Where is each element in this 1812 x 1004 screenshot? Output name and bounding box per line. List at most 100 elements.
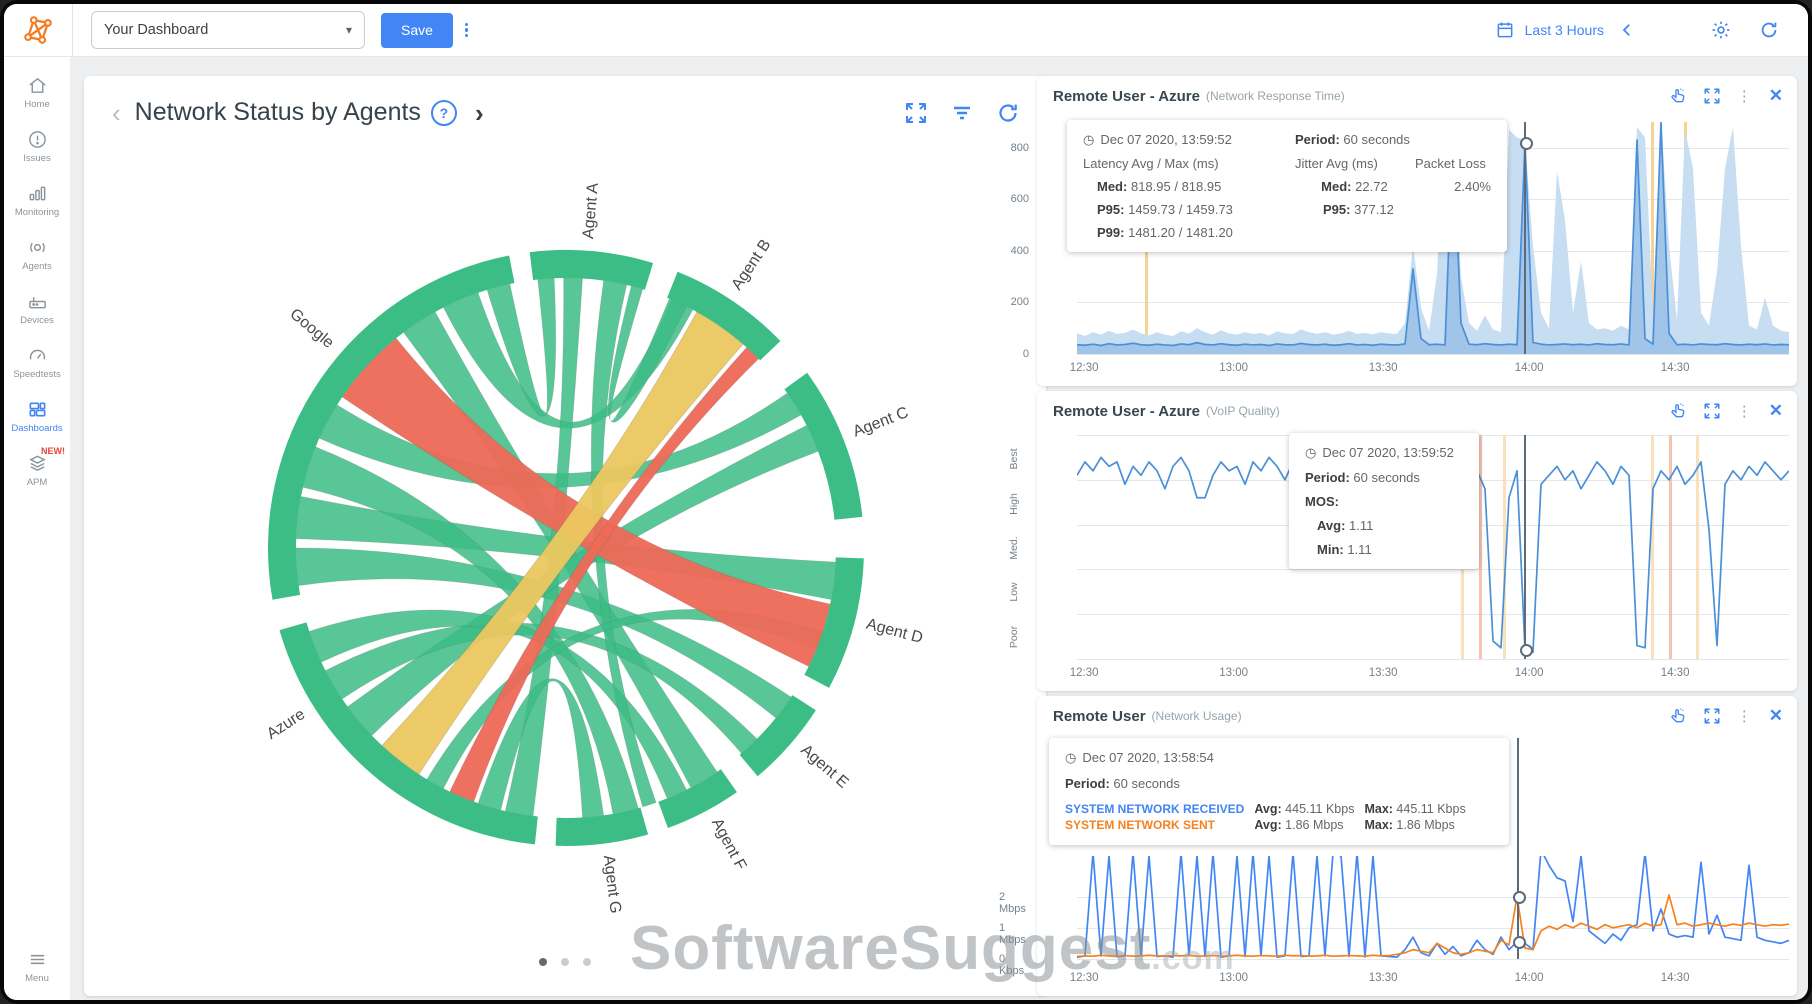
next-dashboard-chevron[interactable]: › <box>474 97 484 128</box>
y-tick-label: Low <box>1008 582 1020 603</box>
chart-cursor <box>1524 122 1527 354</box>
panel-title: Remote User - Azure <box>1053 87 1200 105</box>
panel-response-time: Remote User - Azure (Network Response Ti… <box>1011 76 1797 386</box>
expand-icon[interactable] <box>1703 402 1721 420</box>
expand-icon[interactable] <box>1703 707 1721 725</box>
fullscreen-icon[interactable] <box>904 101 928 125</box>
sidebar-item-issues[interactable]: Issues <box>7 123 67 170</box>
tooltip-series-row: SYSTEM NETWORK RECEIVED Avg: 445.11 Kbps… <box>1065 802 1466 816</box>
x-tick-label: 13:30 <box>1368 667 1398 679</box>
dashboard-select[interactable]: Your Dashboard ▾ <box>91 11 365 49</box>
layers-icon <box>28 455 46 471</box>
y-axis-usage: 2 Mbps 1 Mbps 0 Kbps <box>999 856 1033 977</box>
time-range-label[interactable]: Last 3 Hours <box>1524 22 1604 38</box>
calendar-icon[interactable] <box>1495 20 1515 40</box>
x-tick-label: 13:00 <box>1219 667 1249 679</box>
chord-ribbon[interactable] <box>449 346 760 803</box>
chart-cursor <box>1524 435 1527 659</box>
pager-dot-active[interactable] <box>539 958 547 966</box>
sidebar-item-speedtests[interactable]: Speedtests <box>7 339 67 386</box>
app-logo[interactable] <box>4 4 73 56</box>
help-icon[interactable]: ? <box>430 99 457 126</box>
voip-tooltip: ◷ Dec 07 2020, 13:59:52 Period: 60 second… <box>1289 433 1479 569</box>
page-title: Network Status by Agents <box>134 98 421 126</box>
y-tick-label: Poor <box>1008 625 1020 648</box>
chord-arc-agent-g[interactable] <box>555 807 649 846</box>
y-tick-label: 600 <box>1010 193 1029 206</box>
sidebar-item-apm[interactable]: NEW! APM <box>26 446 65 488</box>
network-usage-chart[interactable] <box>1077 738 1789 960</box>
y-tick-label: 400 <box>1010 244 1029 257</box>
chord-ribbon[interactable] <box>324 622 758 754</box>
chord-arc-agent-b[interactable] <box>667 271 781 361</box>
clock-icon: ◷ <box>1065 750 1077 765</box>
tooltip-series-row: SYSTEM NETWORK SENT Avg: 1.86 Mbps Max: … <box>1065 818 1455 832</box>
panel-kebab-icon[interactable]: ⋮ <box>1736 88 1753 105</box>
new-badge: NEW! <box>41 446 65 456</box>
content-area: ‹ Network Status by Agents ? › <box>70 57 1808 1000</box>
y-tick-label: 200 <box>1010 296 1029 309</box>
chord-arc-agent-f[interactable] <box>658 769 737 828</box>
event-marker-line <box>1669 435 1673 659</box>
chord-arc-agent-e[interactable] <box>739 695 816 777</box>
prev-dashboard-chevron[interactable]: ‹ <box>112 97 121 128</box>
app-window: Your Dashboard ▾ Save Last 3 Hours <box>4 4 1808 1000</box>
panel-kebab-icon[interactable]: ⋮ <box>1736 403 1753 420</box>
more-options-button[interactable] <box>464 22 469 38</box>
panel-close-icon[interactable]: ✕ <box>1768 401 1783 420</box>
expand-icon[interactable] <box>1703 87 1721 105</box>
chord-ribbon[interactable] <box>381 311 744 775</box>
x-tick-label: 13:00 <box>1219 972 1249 984</box>
chord-ribbon[interactable] <box>341 337 831 667</box>
pager-dot[interactable] <box>561 958 569 966</box>
filter-icon[interactable] <box>950 101 974 125</box>
sidebar-item-monitoring[interactable]: Monitoring <box>7 177 67 224</box>
x-tick-label: 12:30 <box>1069 972 1099 984</box>
chart-cursor <box>1517 738 1520 959</box>
interact-hand-icon[interactable] <box>1668 402 1687 421</box>
chord-label-azure: Azure <box>264 706 308 743</box>
chord-diagram[interactable]: Agent A Agent B Agent C Agent D Agent E Agent… <box>256 182 925 915</box>
chart-refresh-icon[interactable] <box>996 101 1020 125</box>
interact-hand-icon[interactable] <box>1668 87 1687 106</box>
y-tick-label: 1 Mbps <box>999 921 1026 946</box>
pager-dot[interactable] <box>583 958 591 966</box>
refresh-icon[interactable] <box>1758 19 1780 41</box>
x-tick-label: 12:30 <box>1069 667 1099 679</box>
y-tick-label: 0 Kbps <box>999 953 1025 977</box>
save-button[interactable]: Save <box>381 12 453 48</box>
panel-close-icon[interactable]: ✕ <box>1768 706 1783 725</box>
x-axis-usage: 12:30 13:00 13:30 14:00 14:30 <box>1070 972 1789 988</box>
panel-close-icon[interactable]: ✕ <box>1768 86 1783 105</box>
chord-ribbon[interactable] <box>477 678 604 818</box>
sidebar-item-agents[interactable]: Agents <box>7 231 67 278</box>
chord-arc-google[interactable] <box>267 255 515 600</box>
sidebar-item-home[interactable]: Home <box>7 69 67 116</box>
cursor-marker <box>1520 644 1534 658</box>
settings-gear-icon[interactable] <box>1710 19 1732 41</box>
chord-arc-agent-c[interactable] <box>784 372 863 520</box>
cursor-marker <box>1513 890 1527 904</box>
interact-hand-icon[interactable] <box>1668 707 1687 726</box>
chord-arc-agent-a[interactable] <box>529 249 654 290</box>
sidebar-item-menu[interactable]: Menu <box>7 943 67 990</box>
chevron-left-icon[interactable] <box>1618 21 1636 39</box>
chord-ribbon[interactable] <box>486 277 557 417</box>
chord-arc-agent-d[interactable] <box>804 557 864 688</box>
sidebar-item-dashboards[interactable]: Dashboards <box>7 393 67 440</box>
y-axis-voip: Best High Med. Low Poor <box>999 437 1033 659</box>
x-tick-label: 14:00 <box>1514 362 1544 374</box>
y-tick-label: 2 Mbps <box>999 890 1026 915</box>
x-tick-label: 14:30 <box>1660 972 1690 984</box>
hamburger-menu-icon <box>30 954 44 965</box>
gridline <box>1077 927 1789 929</box>
chevron-down-icon: ▾ <box>345 23 352 37</box>
panel-kebab-icon[interactable]: ⋮ <box>1736 708 1753 725</box>
chord-label-agent-c: Agent C <box>851 404 911 441</box>
chord-arc-azure[interactable] <box>279 622 538 845</box>
home-icon <box>28 77 46 93</box>
panel-subtitle: (Network Response Time) <box>1205 89 1345 103</box>
sidebar-item-devices[interactable]: Devices <box>7 285 67 332</box>
chord-ribbon[interactable] <box>608 285 687 423</box>
